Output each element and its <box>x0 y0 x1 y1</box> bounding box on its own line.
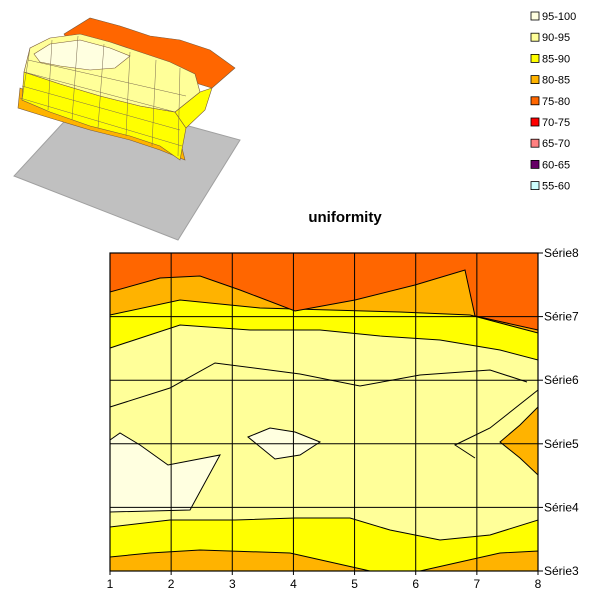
legend-item: 70-75 <box>530 117 570 129</box>
legend-swatch <box>530 159 540 169</box>
legend-label: 80-85 <box>542 75 570 87</box>
legend-swatch <box>530 96 540 106</box>
legend: 95-100 90-95 85-90 80-85 75-80 70-75 65-70 60-6… <box>530 11 576 193</box>
legend-item: 95-100 <box>530 11 576 23</box>
legend-item: 80-85 <box>530 75 570 87</box>
legend-swatch <box>530 75 540 84</box>
legend-label: 85-90 <box>542 53 570 65</box>
legend-item: 55-60 <box>530 181 570 193</box>
legend-label: 90-95 <box>542 32 570 44</box>
legend-swatch <box>530 117 540 127</box>
legend-swatch <box>530 181 540 191</box>
legend-label: 65-70 <box>542 138 570 150</box>
plot-area <box>109 252 539 572</box>
series-label: Série5 <box>544 437 579 451</box>
x-tick-label: 3 <box>229 577 236 591</box>
x-tick-label: 6 <box>412 577 419 591</box>
legend-label: 95-100 <box>542 11 576 23</box>
series-label: Série8 <box>544 246 579 260</box>
legend-item: 75-80 <box>530 96 570 108</box>
legend-item: 90-95 <box>530 32 570 44</box>
x-tick-label: 4 <box>290 577 297 591</box>
x-tick-label: 2 <box>168 577 175 591</box>
legend-swatch <box>530 54 540 63</box>
x-tick-label: 8 <box>535 577 542 591</box>
surface-chart-3d <box>13 17 241 241</box>
legend-label: 60-65 <box>542 159 570 171</box>
legend-item: 85-90 <box>530 53 570 65</box>
legend-label: 55-60 <box>542 181 570 193</box>
x-tick-label: 1 <box>107 577 114 591</box>
surface-peak <box>33 39 131 71</box>
legend-swatch <box>530 11 540 21</box>
series-label: Série3 <box>544 564 579 578</box>
legend-swatch <box>530 32 540 42</box>
legend-item: 60-65 <box>530 159 570 171</box>
x-tick-label: 5 <box>351 577 358 591</box>
legend-item: 65-70 <box>530 138 570 150</box>
series-label: Série6 <box>544 373 579 387</box>
series-label: Série4 <box>544 500 579 514</box>
legend-swatch <box>530 138 540 148</box>
surface-mesh <box>19 35 187 157</box>
contour-band-95-100 <box>109 432 221 513</box>
legend-label: 75-80 <box>542 96 570 108</box>
legend-label: 70-75 <box>542 117 570 129</box>
contour-line <box>453 389 539 459</box>
chart-title: uniformity <box>308 209 382 226</box>
x-tick-label: 7 <box>474 577 481 591</box>
series-label: Série7 <box>544 310 579 324</box>
